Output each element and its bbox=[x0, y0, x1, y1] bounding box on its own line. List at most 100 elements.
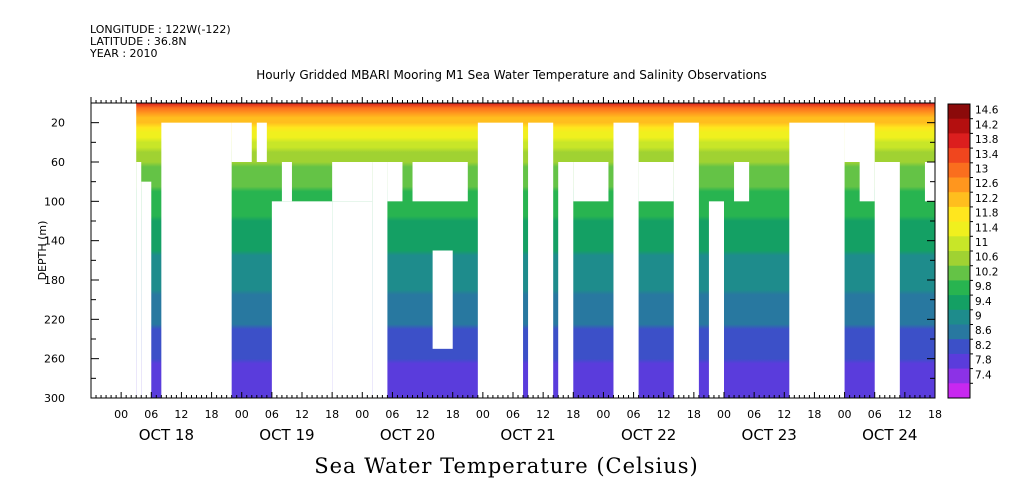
x-hour-label: 18 bbox=[928, 408, 942, 421]
x-hour-label: 12 bbox=[777, 408, 791, 421]
colorbar-label: 11 bbox=[975, 237, 988, 249]
x-hour-label: 00 bbox=[838, 408, 852, 421]
missing-data-block bbox=[432, 250, 453, 349]
missing-data-block bbox=[281, 162, 292, 202]
missing-data-block bbox=[161, 122, 232, 399]
missing-data-block bbox=[136, 162, 142, 398]
colorbar-swatch bbox=[948, 295, 970, 311]
x-hour-label: 18 bbox=[807, 408, 821, 421]
missing-data-block bbox=[332, 162, 373, 202]
y-tick-label: 260 bbox=[44, 353, 65, 366]
missing-data-block bbox=[573, 162, 609, 202]
missing-data-block bbox=[673, 122, 699, 399]
colorbar-label: 11.8 bbox=[975, 208, 998, 220]
missing-data-block bbox=[231, 122, 252, 162]
missing-data-block bbox=[558, 162, 574, 398]
colorbar-swatch bbox=[948, 162, 970, 178]
colorbar-swatch bbox=[948, 383, 970, 399]
x-hour-label: 12 bbox=[898, 408, 912, 421]
missing-data-block bbox=[613, 122, 639, 399]
x-hour-label: 00 bbox=[476, 408, 490, 421]
x-hour-label: 00 bbox=[596, 408, 610, 421]
colorbar-label: 11.4 bbox=[975, 222, 999, 234]
colorbar-label: 9.8 bbox=[975, 281, 992, 293]
colorbar-swatch bbox=[948, 206, 970, 223]
x-day-label: OCT 24 bbox=[862, 426, 917, 444]
x-hour-label: 06 bbox=[747, 408, 761, 421]
missing-data-block bbox=[874, 162, 900, 398]
y-tick-label: 140 bbox=[44, 235, 65, 248]
chart-footer-label: Sea Water Temperature (Celsius) bbox=[314, 454, 699, 478]
x-hour-label: 06 bbox=[506, 408, 520, 421]
x-hour-label: 06 bbox=[265, 408, 279, 421]
location-metadata: LONGITUDE : 122W(-122) LATITUDE : 36.8N … bbox=[90, 24, 231, 60]
latitude-label: LATITUDE : 36.8N bbox=[90, 35, 187, 48]
missing-data-block bbox=[271, 201, 333, 398]
missing-data-block bbox=[412, 162, 468, 202]
x-hour-label: 12 bbox=[174, 408, 188, 421]
missing-data-block bbox=[332, 201, 373, 398]
colorbar-swatch bbox=[948, 118, 970, 134]
colorbar-swatch bbox=[948, 133, 970, 149]
colorbar-swatch bbox=[948, 309, 970, 325]
missing-data-block bbox=[924, 162, 935, 202]
x-hour-label: 00 bbox=[235, 408, 249, 421]
colorbar-swatch bbox=[948, 192, 970, 208]
colorbar-label: 10.2 bbox=[975, 266, 998, 278]
colorbar-label: 13.8 bbox=[975, 134, 998, 146]
x-hour-label: 12 bbox=[536, 408, 550, 421]
missing-data-block bbox=[734, 162, 750, 202]
y-tick-label: 300 bbox=[44, 392, 65, 405]
colorbar-swatch bbox=[948, 353, 970, 370]
year-label: YEAR : 2010 bbox=[90, 47, 158, 60]
x-day-label: OCT 22 bbox=[621, 426, 676, 444]
x-hour-label: 00 bbox=[717, 408, 731, 421]
x-hour-label: 00 bbox=[355, 408, 369, 421]
x-day-label: OCT 18 bbox=[139, 426, 194, 444]
x-hour-label: 06 bbox=[144, 408, 158, 421]
x-day-label: OCT 23 bbox=[742, 426, 797, 444]
missing-data-block bbox=[387, 162, 403, 202]
colorbar-label: 8.6 bbox=[975, 325, 992, 337]
x-hour-label: 18 bbox=[325, 408, 339, 421]
chart-title: Hourly Gridded MBARI Mooring M1 Sea Wate… bbox=[256, 68, 767, 82]
colorbar-label: 12.6 bbox=[975, 178, 999, 190]
missing-data-block bbox=[477, 122, 524, 399]
y-tick-label: 220 bbox=[44, 313, 65, 326]
longitude-label: LONGITUDE : 122W(-122) bbox=[90, 23, 231, 36]
colorbar-label: 10.6 bbox=[975, 252, 999, 264]
x-hour-label: 12 bbox=[416, 408, 430, 421]
missing-data-block bbox=[708, 201, 724, 398]
colorbar-label: 14.6 bbox=[975, 105, 999, 117]
y-tick-label: 20 bbox=[51, 117, 65, 130]
x-hour-label: 12 bbox=[657, 408, 671, 421]
y-tick-label: 100 bbox=[44, 195, 65, 208]
x-hour-label: 18 bbox=[446, 408, 460, 421]
x-day-label: OCT 20 bbox=[380, 426, 435, 444]
x-hour-label: 12 bbox=[295, 408, 309, 421]
colorbar-swatch bbox=[948, 265, 970, 281]
missing-data-block bbox=[256, 122, 267, 162]
colorbar-label: 9 bbox=[975, 311, 982, 323]
x-hour-label: 18 bbox=[205, 408, 219, 421]
y-tick-label: 180 bbox=[44, 274, 65, 287]
x-hour-label: 06 bbox=[627, 408, 641, 421]
colorbar-swatch bbox=[948, 148, 970, 164]
colorbar-label: 14.2 bbox=[975, 119, 998, 131]
x-day-label: OCT 19 bbox=[259, 426, 314, 444]
y-axis-label: DEPTH (m) bbox=[36, 221, 49, 281]
x-hour-label: 18 bbox=[566, 408, 580, 421]
x-hour-label: 06 bbox=[868, 408, 882, 421]
colorbar-label: 9.4 bbox=[975, 296, 992, 308]
colorbar-label: 13.4 bbox=[975, 149, 999, 161]
colorbar-label: 13 bbox=[975, 164, 988, 176]
missing-data-block bbox=[372, 162, 388, 398]
colorbar-swatch bbox=[948, 221, 970, 237]
missing-data-block bbox=[859, 162, 875, 202]
y-tick-label: 60 bbox=[51, 156, 65, 169]
missing-data-block bbox=[789, 122, 845, 399]
x-day-label: OCT 21 bbox=[500, 426, 555, 444]
colorbar-swatch bbox=[948, 104, 970, 120]
missing-data-block bbox=[638, 162, 674, 202]
